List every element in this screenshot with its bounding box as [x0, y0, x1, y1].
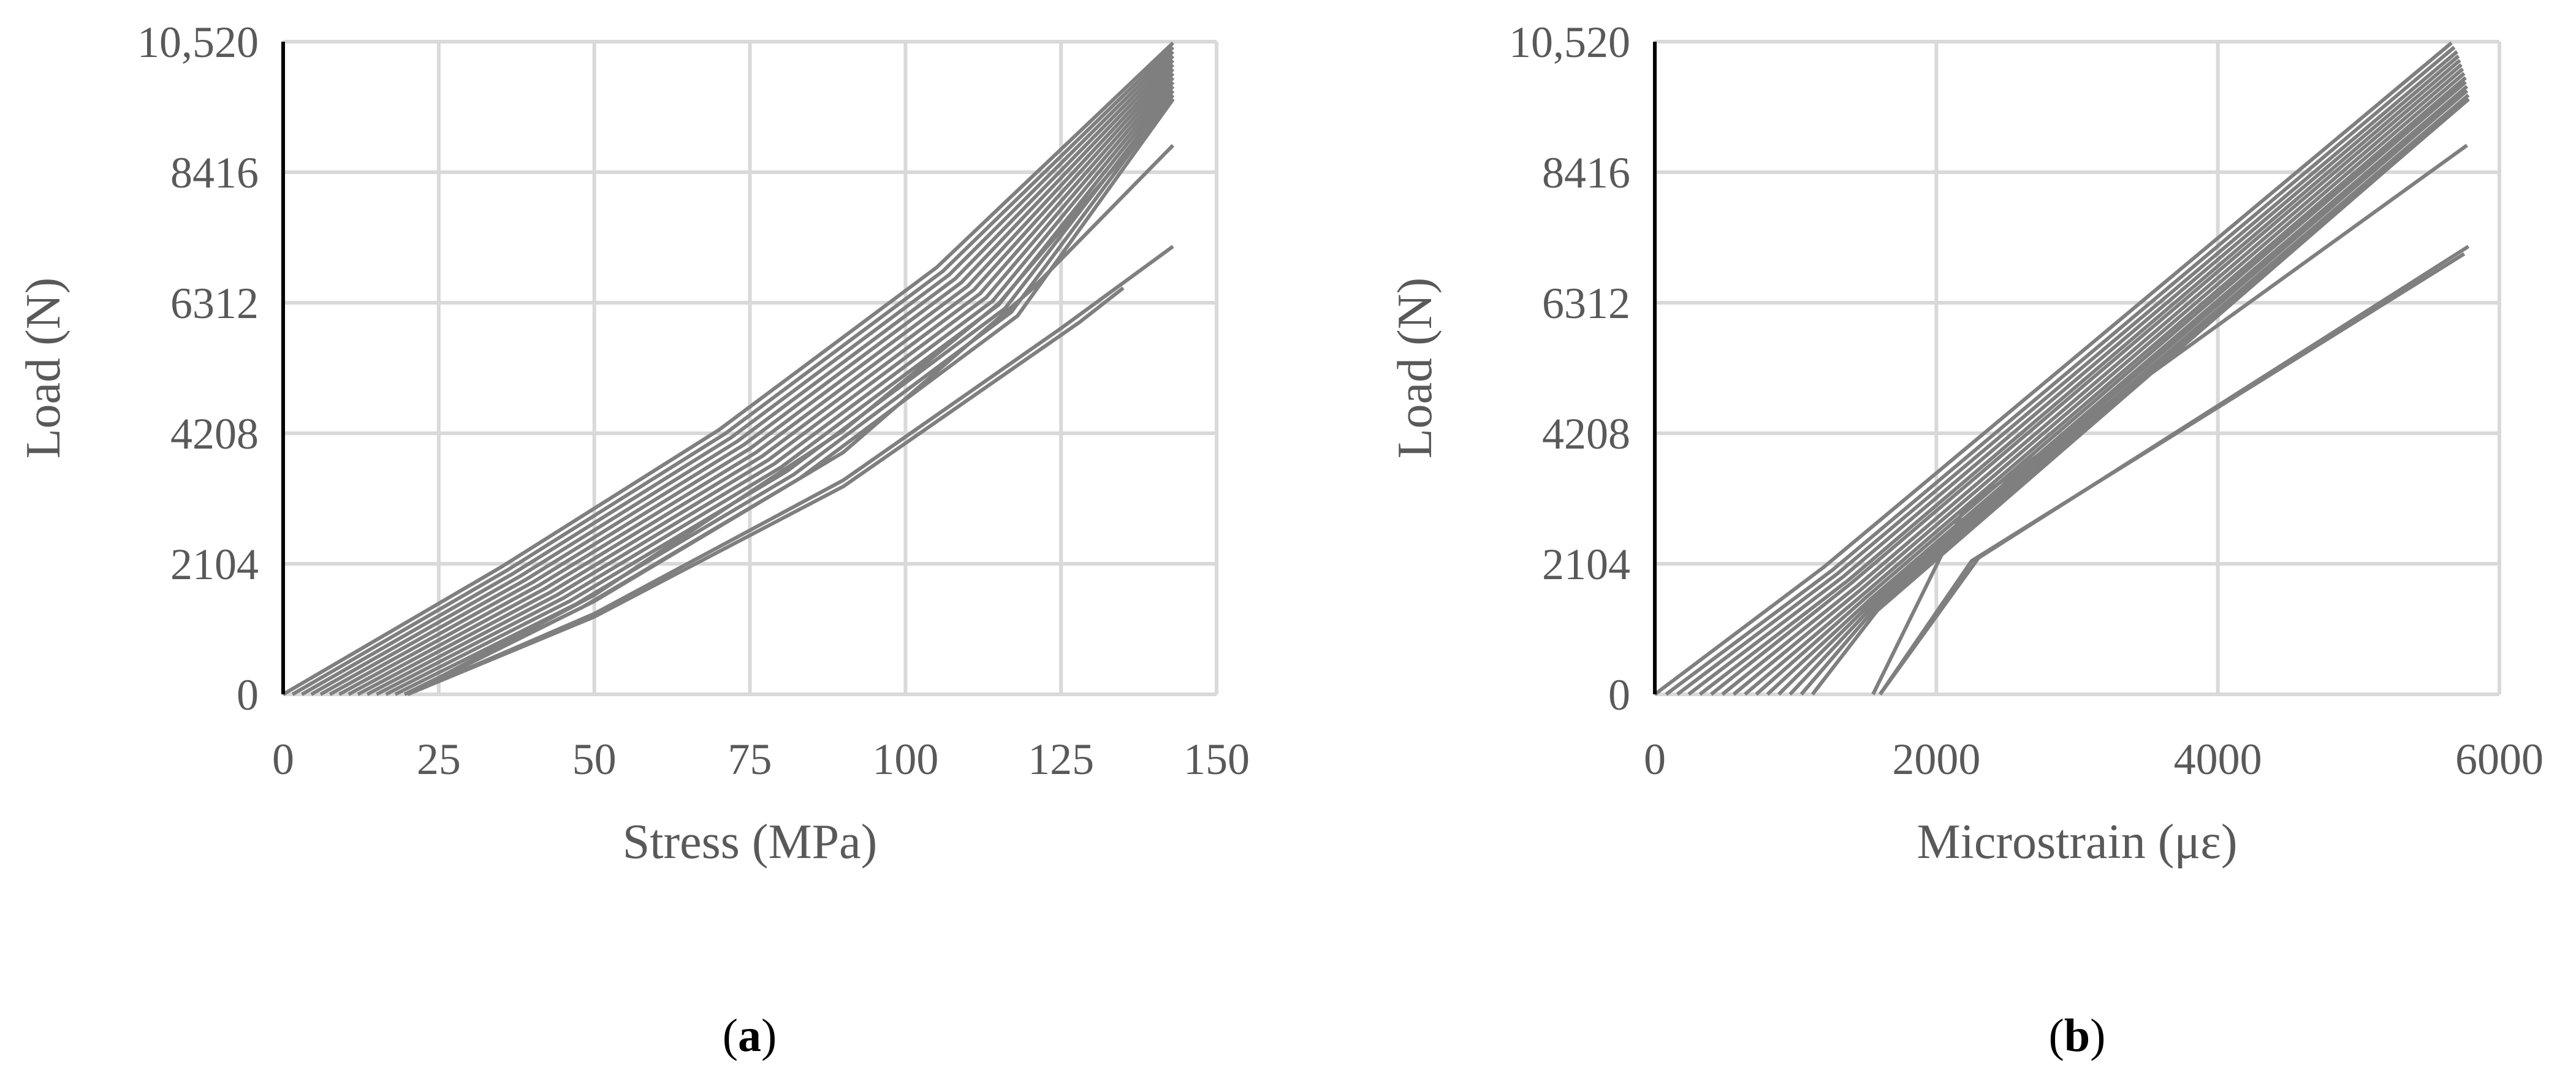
series-line-b-t9 [1744, 76, 2467, 696]
series-line-a-s3 [301, 50, 1175, 696]
series-line-a-s8 [348, 72, 1175, 696]
y-tick-label-b-2: 4208 [1542, 409, 1630, 458]
series-line-a-s12 [385, 89, 1175, 696]
series-group-b [1654, 41, 2470, 696]
series-line-b-t12 [1777, 89, 2469, 696]
series-line-b-t1 [1654, 41, 2453, 696]
x-tick-label-b-3: 6000 [2455, 735, 2544, 784]
chart-panel-a: 0 2104 4208 6312 8416 10,520 0 25 50 75 100 125 150… [17, 18, 1250, 1061]
series-line-a-s13 [394, 94, 1175, 696]
series-line-b-t6 [1710, 63, 2463, 696]
series-line-b-t10 [1755, 80, 2467, 696]
series-line-b-t14 [1799, 97, 2470, 696]
y-tick-label-a-3: 6312 [170, 279, 259, 328]
series-line-a-s18 [406, 286, 1125, 696]
x-axis-title-a: Stress (MPa) [623, 815, 878, 869]
panel-letter-a: a [738, 1010, 761, 1061]
series-line-b-t13 [1788, 93, 2470, 696]
x-tick-labels-b: 0 2000 4000 6000 [1644, 735, 2544, 784]
y-tick-label-a-1: 2104 [170, 540, 259, 589]
y-tick-labels-b: 0 2104 4208 6312 8416 10,520 [1509, 18, 1630, 719]
chart-panel-b: 0 2104 4208 6312 8416 10,520 0 2000 4000 6000 Mi… [1388, 18, 2544, 1061]
x-tick-label-a-1: 25 [417, 735, 461, 784]
y-tick-label-b-1: 2104 [1542, 540, 1630, 589]
series-line-b-t8 [1732, 72, 2466, 696]
x-tick-label-b-2: 4000 [2174, 735, 2262, 784]
series-line-a-s17 [406, 245, 1174, 696]
series-line-a-s5 [319, 59, 1175, 696]
y-tick-labels-a: 0 2104 4208 6312 8416 10,520 [137, 18, 259, 719]
y-tick-label-b-3: 6312 [1542, 279, 1630, 328]
panel-caption-a: (a) [723, 1010, 777, 1061]
series-line-b-t5 [1698, 59, 2461, 696]
series-line-a-s9 [357, 76, 1175, 696]
series-line-b-t7 [1721, 67, 2464, 696]
x-tick-label-a-2: 50 [572, 735, 617, 784]
x-tick-labels-a: 0 25 50 75 100 125 150 [272, 735, 1250, 784]
x-tick-label-a-0: 0 [272, 735, 294, 784]
y-tick-label-a-5: 10,520 [137, 18, 259, 67]
series-line-b-t2 [1665, 45, 2456, 696]
series-line-a-s15 [406, 97, 1175, 696]
x-tick-label-a-5: 125 [1028, 735, 1094, 784]
series-line-a-s7 [338, 67, 1175, 696]
panel-letter-b: b [2064, 1010, 2090, 1061]
y-tick-label-a-2: 4208 [170, 409, 259, 458]
series-line-a-s4 [310, 55, 1175, 696]
series-line-b-t16 [1871, 143, 2468, 696]
y-axis-title-b: Load (N) [1388, 278, 1442, 458]
y-tick-label-a-4: 8416 [170, 148, 259, 197]
series-line-a-s6 [329, 63, 1175, 696]
x-axis-title-b: Microstrain (με) [1917, 815, 2237, 869]
series-line-b-t15 [1810, 97, 2470, 696]
x-tick-label-b-0: 0 [1644, 735, 1666, 784]
y-tick-label-b-4: 8416 [1542, 148, 1630, 197]
x-tick-label-a-6: 150 [1184, 735, 1250, 784]
series-line-a-s16 [406, 143, 1175, 696]
x-tick-label-a-3: 75 [728, 735, 772, 784]
x-tick-label-b-1: 2000 [1892, 735, 1980, 784]
series-line-a-s10 [366, 80, 1175, 696]
series-line-a-s11 [375, 85, 1175, 696]
series-line-b-t18 [1879, 252, 2466, 696]
series-line-a-s1 [282, 41, 1174, 696]
y-tick-label-b-5: 10,520 [1509, 18, 1630, 67]
y-axis-title-a: Load (N) [17, 278, 70, 458]
series-line-a-s2 [291, 45, 1174, 696]
series-line-b-t4 [1687, 55, 2460, 696]
y-tick-label-b-0: 0 [1608, 670, 1630, 719]
x-tick-label-a-4: 100 [872, 735, 938, 784]
series-line-b-t3 [1676, 50, 2459, 696]
panel-caption-b: (b) [2049, 1010, 2106, 1061]
series-group-a [282, 41, 1175, 696]
y-tick-label-a-0: 0 [237, 670, 259, 719]
series-line-b-t11 [1766, 85, 2469, 696]
